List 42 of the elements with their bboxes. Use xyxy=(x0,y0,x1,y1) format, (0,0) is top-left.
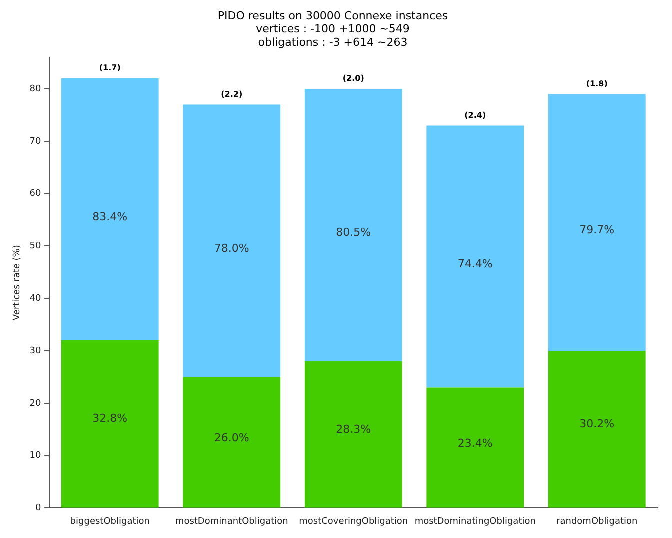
annotation: 80.5% xyxy=(336,226,372,240)
y-tick-label: 40 xyxy=(30,294,42,304)
x-tick-label: mostDominantObligation xyxy=(175,516,288,527)
chart-title: PIDO results on 30000 Connexe instances xyxy=(218,9,448,22)
bar xyxy=(426,388,524,508)
bar xyxy=(61,78,159,341)
x-tick-label: randomObligation xyxy=(556,516,638,527)
bar xyxy=(304,89,402,362)
y-axis-title: Vertices rate (%) xyxy=(12,245,23,321)
annotation: (2.2) xyxy=(221,90,243,99)
annotation: 28.3% xyxy=(336,423,372,436)
annotation: (1.8) xyxy=(586,79,608,88)
annotation: (1.7) xyxy=(99,64,121,73)
y-tick-label: 30 xyxy=(30,346,42,356)
annotation: 32.8% xyxy=(92,412,128,425)
y-tick-label: 0 xyxy=(36,504,42,514)
annotation: (2.4) xyxy=(464,110,486,120)
bar xyxy=(183,377,281,508)
y-tick-label: 80 xyxy=(30,84,42,94)
bar xyxy=(304,361,402,508)
y-tick-label: 10 xyxy=(30,451,42,462)
x-tick-label: biggestObligation xyxy=(70,516,150,527)
bar xyxy=(426,126,524,388)
annotation: 74.4% xyxy=(458,258,493,271)
bar xyxy=(548,351,646,508)
annotation: (2.0) xyxy=(342,74,364,84)
bar xyxy=(183,104,281,378)
annotation: 30.2% xyxy=(580,418,615,431)
annotation: 83.4% xyxy=(92,210,128,224)
x-tick-label: mostDominatingObligation xyxy=(414,516,536,527)
bar xyxy=(61,340,159,508)
chart-subtitle: vertices : -100 +1000 ~549 obligations : -3 +614 ~263 xyxy=(256,22,410,49)
bar xyxy=(548,94,646,352)
x-tick-label: mostCoveringObligation xyxy=(299,516,408,527)
y-tick-label: 70 xyxy=(30,136,42,147)
y-tick-label: 50 xyxy=(30,242,42,252)
y-tick-label: 20 xyxy=(30,398,42,409)
annotation: 79.7% xyxy=(580,224,615,237)
y-tick-label: 60 xyxy=(30,189,42,200)
annotation: 23.4% xyxy=(458,436,493,450)
annotation: 26.0% xyxy=(214,431,250,444)
annotation: 78.0% xyxy=(214,242,250,255)
